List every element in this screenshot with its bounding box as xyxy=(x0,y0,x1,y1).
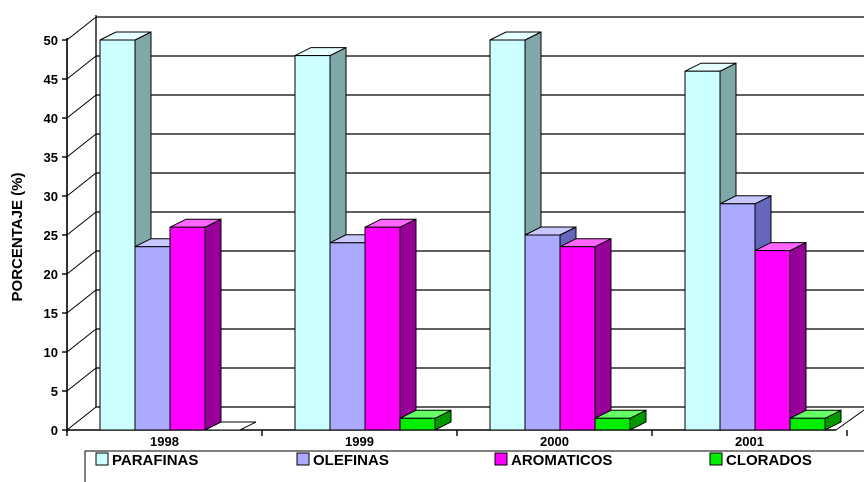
y-tick-label: 45 xyxy=(44,72,58,87)
floor-edge xyxy=(835,409,864,431)
bar-aromaticos-2001 xyxy=(754,241,807,431)
gridline-depth xyxy=(66,289,97,314)
bar-clorados-1998 xyxy=(204,421,257,431)
gridline-depth xyxy=(66,55,97,80)
legend-label: PARAFINAS xyxy=(112,452,198,469)
y-axis-title: PORCENTAJE (%) xyxy=(9,173,26,302)
legend-swatch xyxy=(296,452,310,466)
tick-labels: 0 5 10 15 20 25 30 35 40 45 50 1998 1999 2000 2001 xyxy=(44,33,764,449)
legend: PARAFINAS OLEFINAS AROMATICOS CLORADOS xyxy=(84,450,864,482)
legend-item-aromaticos: AROMATICOS xyxy=(494,452,612,469)
y-tick-label: 40 xyxy=(44,111,58,126)
gridline-depth xyxy=(66,94,97,119)
x-tick-label-2001: 2001 xyxy=(735,434,764,449)
y-tick-label: 15 xyxy=(44,306,58,321)
x-tick-label-2000: 2000 xyxy=(540,434,569,449)
bar-aromaticos-2000 xyxy=(559,237,612,431)
gridline-depth xyxy=(66,16,97,41)
bar-clorados-1999 xyxy=(399,409,452,431)
gridline-depth xyxy=(66,328,97,353)
y-tick-label: 25 xyxy=(44,228,58,243)
gridline-depth xyxy=(66,172,97,197)
bar-clorados-2001 xyxy=(789,409,842,431)
legend-item-clorados: CLORADOS xyxy=(709,452,812,469)
bars xyxy=(99,31,842,431)
x-tick-label-1998: 1998 xyxy=(150,434,179,449)
gridline-depth xyxy=(66,406,97,431)
bar-aromaticos-1998 xyxy=(169,218,222,431)
legend-swatch xyxy=(95,452,109,466)
legend-swatch xyxy=(494,452,508,466)
gridline-depth xyxy=(66,133,97,158)
legend-label: CLORADOS xyxy=(726,452,812,469)
y-tick-label: 30 xyxy=(44,189,58,204)
legend-item-parafinas: PARAFINAS xyxy=(95,452,198,469)
y-tick-label: 5 xyxy=(51,384,58,399)
gridline-depth xyxy=(66,367,97,392)
y-tick-label: 50 xyxy=(44,33,58,48)
legend-item-olefinas: OLEFINAS xyxy=(296,452,389,469)
y-tick-label: 10 xyxy=(44,345,58,360)
bar-clorados-2000 xyxy=(594,409,647,431)
y-tick-label: 0 xyxy=(51,423,58,438)
x-tick-label-1999: 1999 xyxy=(345,434,374,449)
gridline-depth xyxy=(66,211,97,236)
y-tick-label: 35 xyxy=(44,150,58,165)
gridline-depth xyxy=(66,250,97,275)
y-tick-label: 20 xyxy=(44,267,58,282)
bar-aromaticos-1999 xyxy=(364,218,417,431)
legend-label: AROMATICOS xyxy=(511,452,612,469)
legend-swatch xyxy=(709,452,723,466)
legend-label: OLEFINAS xyxy=(313,452,389,469)
